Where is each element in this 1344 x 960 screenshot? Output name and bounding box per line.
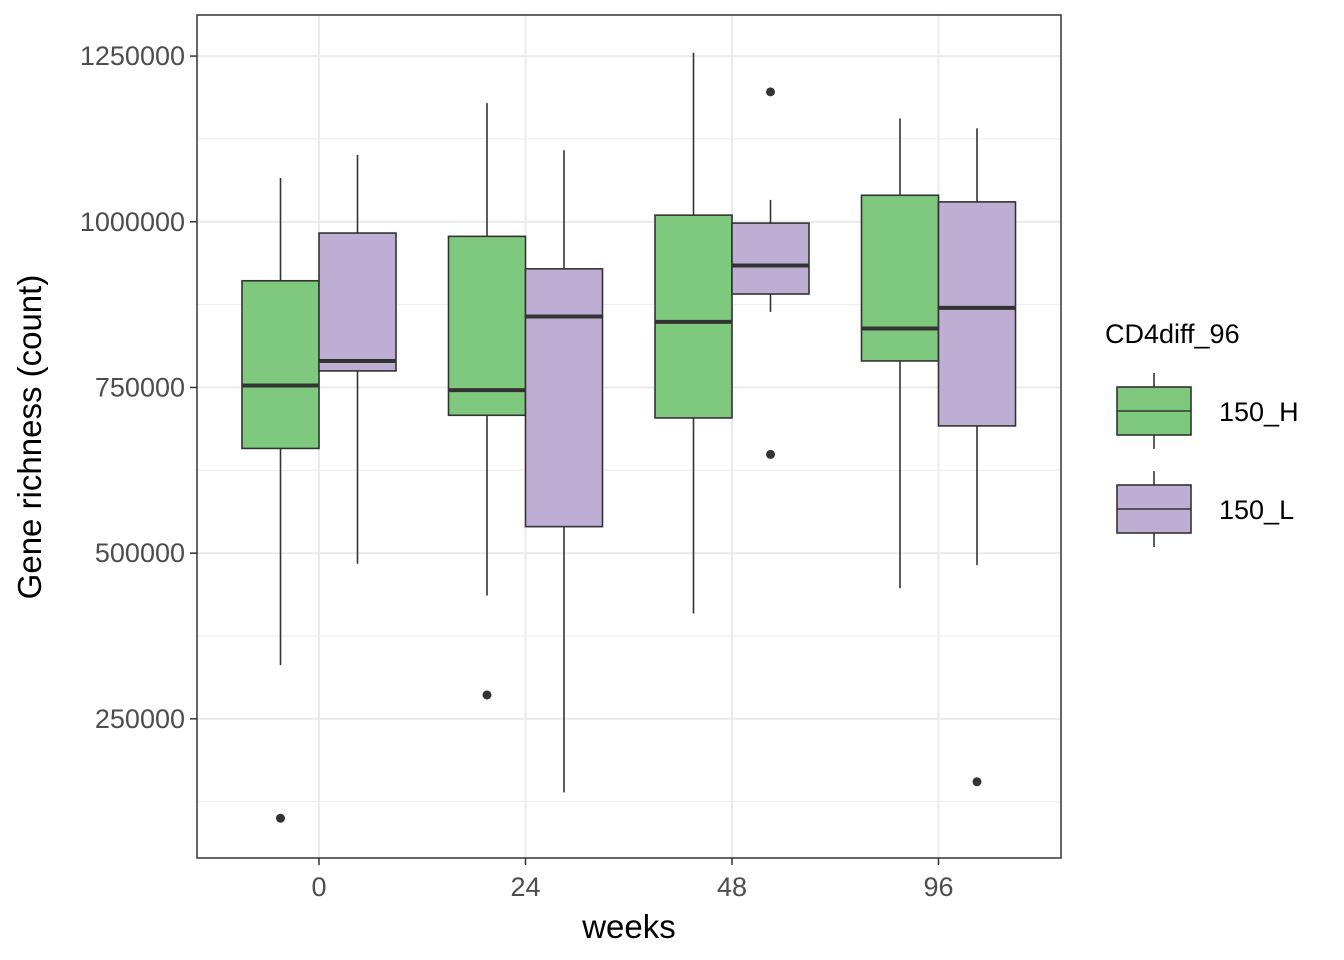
- plot-background: [197, 15, 1061, 858]
- x-tick-label: 48: [717, 872, 747, 902]
- outlier-point: [766, 449, 775, 459]
- axes: 250000 500000 750000 1000000 1250000 0 24 48 96: [80, 41, 954, 902]
- box-body: [318, 232, 397, 372]
- y-tick-label: 250000: [95, 704, 185, 734]
- box-150_L-48: [731, 87, 810, 459]
- box-body: [937, 201, 1017, 427]
- outlier-point: [482, 690, 492, 700]
- boxes: [241, 52, 1017, 823]
- y-tick-label: 1250000: [80, 41, 185, 71]
- box-150_H-0: [241, 178, 320, 823]
- legend: CD4diff_96 150_H 150_L: [1105, 319, 1299, 547]
- box-body: [447, 235, 527, 417]
- y-tick-label: 1000000: [80, 207, 185, 237]
- outlier-point: [766, 87, 775, 97]
- box-150_L-24: [524, 150, 604, 793]
- x-tick-label: 24: [510, 872, 540, 902]
- legend-label: 150_H: [1219, 397, 1299, 427]
- y-tick-label: 500000: [95, 538, 185, 568]
- legend-label: 150_L: [1219, 495, 1294, 525]
- box-150_H-24: [447, 103, 527, 700]
- box-150_L-0: [318, 154, 397, 564]
- legend-title: CD4diff_96: [1105, 319, 1240, 349]
- legend-item-150_L: 150_L: [1116, 471, 1294, 547]
- x-tick-label: 0: [311, 872, 326, 902]
- box-150_L-96: [937, 128, 1017, 787]
- box-body: [524, 268, 604, 528]
- box-150_H-48: [654, 52, 733, 614]
- x-tick-label: 96: [923, 872, 953, 902]
- outlier-point: [972, 777, 982, 787]
- y-axis-title: Gene richness (count): [11, 275, 48, 600]
- outlier-point: [276, 813, 285, 823]
- y-tick-label: 750000: [95, 372, 185, 402]
- grid-lines: [197, 15, 1061, 858]
- box-body: [731, 222, 810, 295]
- box-body: [860, 194, 940, 362]
- box-body: [654, 214, 733, 419]
- x-axis-title: weeks: [581, 908, 676, 945]
- plot-border: [196, 14, 1062, 859]
- box-body: [241, 279, 320, 450]
- legend-item-150_H: 150_H: [1116, 373, 1299, 449]
